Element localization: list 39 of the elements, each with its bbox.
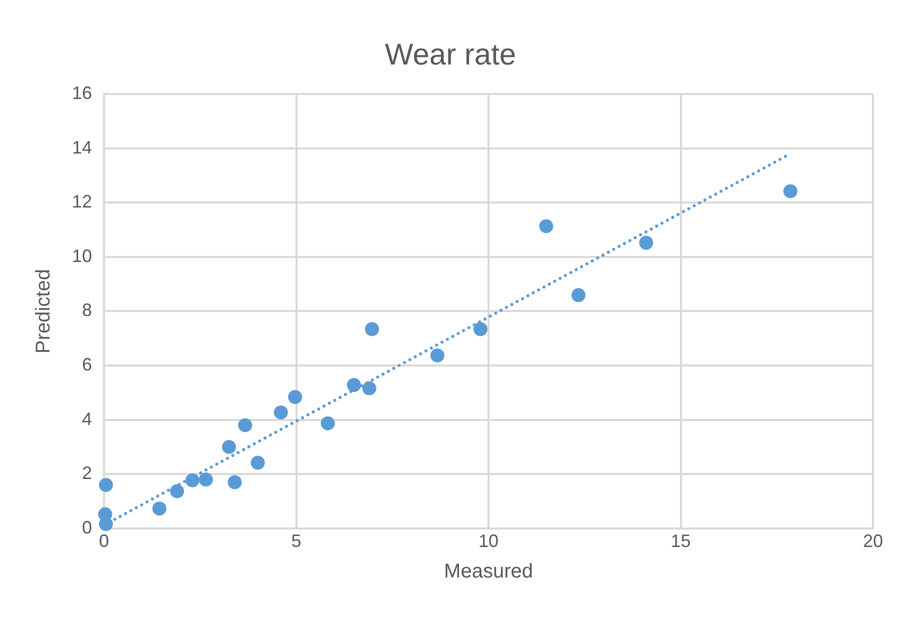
chart-title: Wear rate	[384, 38, 516, 72]
point	[539, 219, 554, 234]
y-tick-label: 10	[72, 246, 92, 266]
point	[320, 416, 335, 430]
x-tick-label: 5	[291, 531, 302, 552]
x-axis-title: Measured	[444, 560, 533, 583]
point	[365, 322, 380, 336]
point	[198, 472, 213, 487]
point	[362, 381, 376, 396]
point	[250, 456, 265, 470]
y-tick-label: 2	[82, 463, 92, 484]
point	[98, 507, 112, 522]
point	[639, 236, 654, 250]
y-tick-label: 8	[82, 300, 92, 320]
x-tick-label: 20	[862, 531, 884, 552]
point	[473, 322, 488, 336]
point	[222, 440, 236, 454]
point	[571, 288, 586, 302]
point	[228, 475, 242, 490]
point	[170, 484, 184, 498]
y-tick-label: 12	[72, 192, 92, 212]
x-tick-label: 15	[670, 531, 691, 552]
point	[238, 418, 252, 432]
y-tick-label: 6	[82, 354, 92, 374]
y-tick-label: 4	[82, 408, 92, 429]
y-tick-label: 0	[82, 517, 92, 538]
point	[430, 348, 444, 362]
point	[152, 502, 166, 516]
point	[185, 473, 200, 488]
point	[783, 184, 798, 198]
y-axis-title: Predicted	[32, 268, 55, 354]
x-tick-label: 0	[99, 531, 110, 552]
y-tick-label: 14	[72, 137, 92, 158]
point	[98, 478, 113, 492]
point	[346, 378, 361, 392]
y-tick-label: 16	[72, 82, 92, 103]
x-tick-label: 10	[478, 531, 499, 552]
point	[288, 390, 302, 404]
point	[274, 405, 288, 420]
